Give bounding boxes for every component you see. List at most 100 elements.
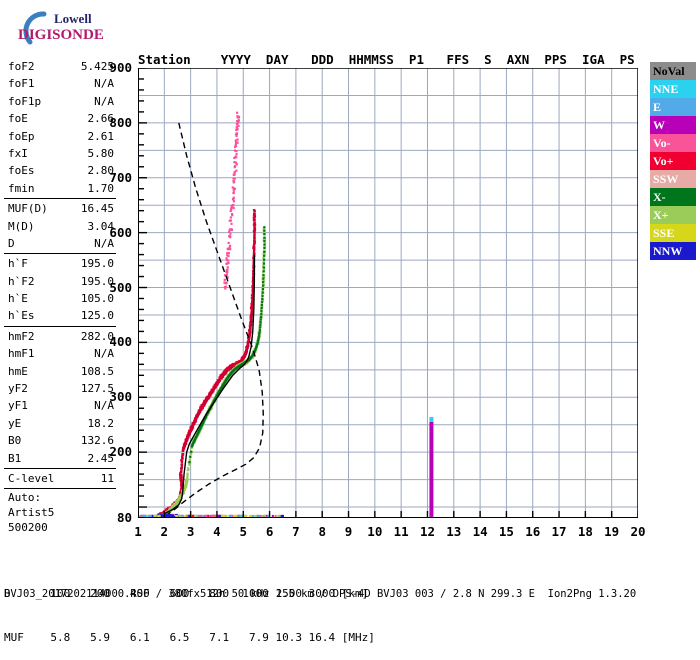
param-key: yE (8, 415, 21, 432)
y-tick-label: 600 (90, 225, 132, 240)
auto-label: Auto: (8, 490, 54, 505)
legend-item-vo-[interactable]: Vo+ (650, 152, 696, 170)
param-key: h`Es (8, 307, 35, 324)
param-value: 2.61 (88, 128, 115, 145)
x-tick-label: 10 (363, 524, 387, 539)
x-tick-label: 3 (179, 524, 203, 539)
param-row: foF1 N/A (4, 75, 116, 92)
param-value: 16.45 (81, 200, 114, 217)
y-tick-label: 400 (90, 334, 132, 349)
param-key: hmE (8, 363, 28, 380)
divider (4, 468, 116, 469)
legend-item-ssw[interactable]: SSW (650, 170, 696, 188)
param-key: foF2 (8, 58, 35, 75)
x-tick-label: 17 (547, 524, 571, 539)
param-key: foF1 (8, 75, 35, 92)
param-key: yF1 (8, 397, 28, 414)
logo-digisonde-text: DIGISONDE (18, 27, 104, 44)
x-tick-label: 4 (205, 524, 229, 539)
x-tick-label: 15 (494, 524, 518, 539)
param-value: N/A (94, 93, 114, 110)
param-value: 5.80 (88, 145, 115, 162)
file-credit-line: BVJ03_2017202114000.RSF / 380fx512h 50 k… (4, 588, 636, 600)
param-row: MUF(D) 16.45 (4, 200, 116, 217)
param-key: fxI (8, 145, 28, 162)
y-tick-label: 900 (90, 60, 132, 75)
ionogram-canvas[interactable] (138, 68, 638, 518)
legend-item-e[interactable]: E (650, 98, 696, 116)
y-tick-label: 200 (90, 444, 132, 459)
y-tick-label: 700 (90, 170, 132, 185)
x-tick-label: 19 (600, 524, 624, 539)
param-value: 125.0 (81, 307, 114, 324)
divider (4, 488, 116, 489)
legend-item-x-[interactable]: X- (650, 188, 696, 206)
legend-item-sse[interactable]: SSE (650, 224, 696, 242)
x-tick-label: 16 (521, 524, 545, 539)
param-key: h`F2 (8, 273, 35, 290)
divider (4, 326, 116, 327)
param-key: M(D) (8, 218, 35, 235)
legend-item-nne[interactable]: NNE (650, 80, 696, 98)
param-row: h`F 195.0 (4, 255, 116, 272)
x-tick-label: 1 (126, 524, 150, 539)
auto-code: 500200 (8, 520, 54, 535)
legend-item-x-[interactable]: X+ (650, 206, 696, 224)
param-row: h`Es 125.0 (4, 307, 116, 324)
header-columns-row: Station YYYY DAY DDD HHMMSS P1 FFS S AXN… (138, 52, 635, 68)
y-tick-label: 80 (90, 510, 132, 525)
x-tick-label: 5 (231, 524, 255, 539)
param-row: fxI 5.80 (4, 145, 116, 162)
x-tick-label: 7 (284, 524, 308, 539)
param-row: foF1p N/A (4, 93, 116, 110)
param-value: 195.0 (81, 255, 114, 272)
param-row: yE 18.2 (4, 415, 116, 432)
divider (4, 253, 116, 254)
plot-background (138, 68, 638, 518)
param-key: D (8, 235, 15, 252)
param-key: foF1p (8, 93, 41, 110)
param-key: foE (8, 110, 28, 127)
param-key: fmin (8, 180, 35, 197)
x-tick-label: 2 (152, 524, 176, 539)
x-tick-label: 20 (626, 524, 650, 539)
param-row: foEp 2.61 (4, 128, 116, 145)
param-group-clevel: C-level 11 (4, 470, 116, 487)
x-tick-label: 8 (310, 524, 334, 539)
param-key: C-level (8, 470, 54, 487)
divider (4, 198, 116, 199)
x-tick-label: 18 (573, 524, 597, 539)
x-tick-label: 9 (337, 524, 361, 539)
legend-item-vo-[interactable]: Vo- (650, 134, 696, 152)
param-value: 108.5 (81, 363, 114, 380)
param-row: hmE 108.5 (4, 363, 116, 380)
muf-distance-table: D 100 200 400 600 800 1000 1500 3000 [km… (4, 558, 375, 660)
legend-item-noval[interactable]: NoVal (650, 62, 696, 80)
x-tick-label: 12 (415, 524, 439, 539)
param-key: hmF2 (8, 328, 35, 345)
param-key: h`E (8, 290, 28, 307)
ionogram-plot[interactable] (138, 68, 638, 518)
logo-lowell-text: Lowell (54, 11, 92, 27)
legend-item-nnw[interactable]: NNW (650, 242, 696, 260)
param-key: h`F (8, 255, 28, 272)
param-key: MUF(D) (8, 200, 48, 217)
param-key: B0 (8, 432, 21, 449)
auto-algorithm: Artist5 (8, 505, 54, 520)
param-value: 11 (101, 470, 114, 487)
x-tick-label: 6 (258, 524, 282, 539)
param-key: foEp (8, 128, 35, 145)
x-tick-label: 11 (389, 524, 413, 539)
footer-muf-row: MUF 5.8 5.9 6.1 6.5 7.1 7.9 10.3 16.4 [M… (4, 631, 375, 646)
param-key: yF2 (8, 380, 28, 397)
y-tick-label: 300 (90, 389, 132, 404)
param-value: 18.2 (88, 415, 115, 432)
y-tick-label: 500 (90, 280, 132, 295)
param-key: foEs (8, 162, 35, 179)
legend-item-w[interactable]: W (650, 116, 696, 134)
param-value: N/A (94, 75, 114, 92)
param-key: B1 (8, 450, 21, 467)
param-key: hmF1 (8, 345, 35, 362)
